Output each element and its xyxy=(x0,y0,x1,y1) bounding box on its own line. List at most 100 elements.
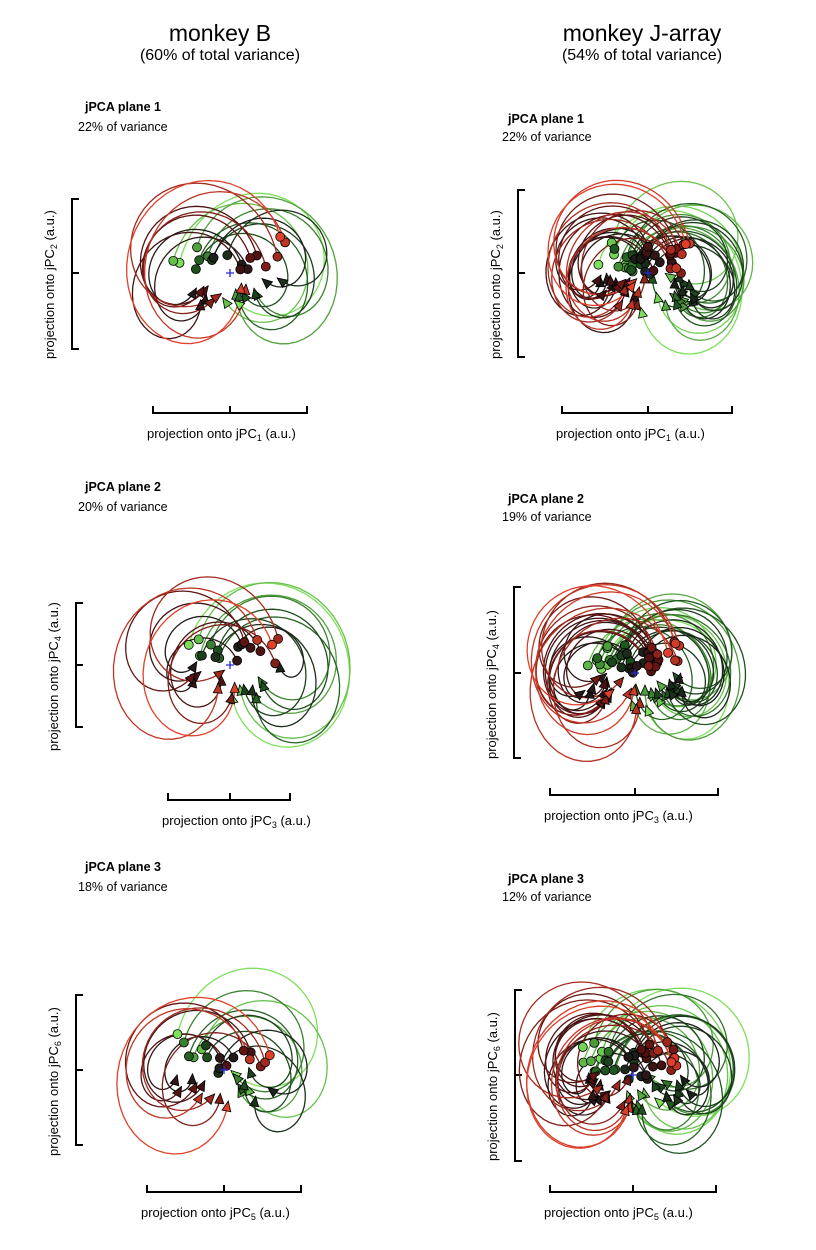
trajectory-arrowhead xyxy=(621,1073,632,1087)
trajectory xyxy=(205,1014,293,1089)
y-axis-label: projection onto jPC4 (a.u.) xyxy=(46,602,63,751)
trajectory-start-marker xyxy=(183,1051,194,1062)
trajectory-start-marker xyxy=(235,264,246,275)
column-name: monkey B xyxy=(168,20,272,46)
jpca-plot xyxy=(514,981,750,1193)
trajectory-arrowhead xyxy=(661,299,672,311)
origin-marker xyxy=(631,669,639,677)
trajectory-arrowhead xyxy=(246,684,257,696)
trajectory-arrowhead xyxy=(653,291,664,304)
jpca-plot xyxy=(75,967,328,1193)
trajectory xyxy=(554,1018,648,1088)
trajectory-start-marker xyxy=(238,1045,249,1056)
trajectory-start-marker xyxy=(214,1053,225,1063)
plane-variance: 20% of variance xyxy=(78,500,168,514)
trajectory-arrowhead xyxy=(656,680,668,693)
trajectory xyxy=(141,214,251,308)
trajectory-arrowhead xyxy=(669,277,680,289)
trajectory-arrowhead xyxy=(194,285,205,298)
y-axis xyxy=(75,994,83,1146)
trajectory-start-marker xyxy=(264,1050,275,1061)
trajectory xyxy=(153,236,249,322)
trajectory-start-marker xyxy=(652,649,663,660)
trajectory-arrowhead xyxy=(251,287,262,300)
trajectory-arrowhead xyxy=(612,299,624,312)
origin-marker xyxy=(644,269,652,277)
trajectory-arrowhead xyxy=(212,682,223,694)
trajectory xyxy=(148,602,252,682)
trajectory xyxy=(214,623,317,728)
trajectory-start-marker xyxy=(646,642,657,653)
trajectory-start-marker xyxy=(670,638,681,649)
trajectory-start-marker xyxy=(593,259,604,270)
trajectory-arrowhead xyxy=(605,274,616,286)
trajectory-start-marker xyxy=(644,1039,655,1050)
trajectory xyxy=(112,587,258,740)
chart-panel: jPCA plane 1 22% of variance projection on… xyxy=(420,95,816,485)
x-axis-label: projection onto jPC3 (a.u.) xyxy=(162,813,311,830)
origin-marker xyxy=(226,269,234,277)
trajectory xyxy=(553,179,691,296)
trajectory xyxy=(140,1033,228,1102)
y-axis-label: projection onto jPC2 (a.u.) xyxy=(488,210,505,359)
trajectory xyxy=(644,236,731,320)
trajectory xyxy=(557,1024,672,1125)
trajectory-arrowhead xyxy=(664,272,677,284)
trajectory-arrowhead xyxy=(195,1079,206,1093)
trajectory xyxy=(206,1030,292,1113)
trajectory-arrowhead xyxy=(602,688,615,700)
trajectory xyxy=(613,1014,734,1113)
trajectory-start-marker xyxy=(244,1054,255,1065)
x-axis-label: projection onto jPC1 (a.u.) xyxy=(556,426,705,443)
x-axis-label: projection onto jPC5 (a.u.) xyxy=(141,1205,290,1222)
trajectory-start-marker xyxy=(648,1061,658,1072)
trajectory-start-marker xyxy=(193,634,204,645)
trajectory-arrowhead xyxy=(610,1079,621,1092)
trajectory-start-marker xyxy=(641,1070,651,1081)
trajectory xyxy=(196,196,338,345)
trajectory xyxy=(526,1005,673,1149)
trajectory-arrowhead xyxy=(214,1092,225,1105)
column-name: monkey J-array xyxy=(562,20,722,46)
trajectory-start-marker xyxy=(255,646,266,657)
plane-title: jPCA plane 2 xyxy=(85,480,161,494)
trajectory-arrowhead xyxy=(233,299,246,311)
column-subtitle: (54% of total variance) xyxy=(561,47,723,64)
trajectory-arrowhead xyxy=(240,683,251,696)
trajectory-arrowhead xyxy=(229,681,240,693)
trajectory-arrowhead xyxy=(246,1066,257,1079)
trajectory-arrowhead xyxy=(666,678,677,691)
jpca-plot xyxy=(75,576,351,801)
trajectory-arrowhead xyxy=(222,297,233,310)
y-axis xyxy=(71,198,79,350)
chart-panel: jPCA plane 2 20% of variance projection on… xyxy=(0,475,400,865)
plane-title: jPCA plane 1 xyxy=(508,112,584,126)
y-axis xyxy=(513,586,521,759)
trajectory-arrowhead xyxy=(259,679,270,693)
trajectory-arrowhead xyxy=(187,660,198,674)
trajectory-arrowhead xyxy=(674,1079,685,1092)
trajectory-arrowhead xyxy=(251,691,262,704)
trajectory-start-marker xyxy=(607,657,617,668)
trajectory xyxy=(617,213,731,304)
trajectory-start-marker xyxy=(168,255,179,266)
trajectory xyxy=(547,629,650,724)
trajectory-arrowhead xyxy=(637,1088,648,1102)
trajectory xyxy=(188,582,351,748)
trajectory-arrowhead xyxy=(216,674,227,686)
trajectory-start-marker xyxy=(643,661,654,672)
trajectory-arrowhead xyxy=(203,1093,216,1106)
jpca-plot xyxy=(517,179,754,414)
trajectory-start-marker xyxy=(662,1037,673,1048)
trajectory-start-marker xyxy=(643,241,653,252)
trajectory-arrowhead xyxy=(238,1078,249,1091)
trajectory xyxy=(212,217,307,288)
trajectory-start-marker xyxy=(267,639,277,650)
trajectory-arrowhead xyxy=(634,696,645,708)
x-axis-label: projection onto jPC1 (a.u.) xyxy=(147,426,296,443)
trajectory xyxy=(129,182,279,308)
trajectory xyxy=(620,629,715,703)
trajectory-arrowhead xyxy=(213,669,226,681)
trajectory xyxy=(548,636,634,697)
trajectory-start-marker xyxy=(623,1052,634,1062)
